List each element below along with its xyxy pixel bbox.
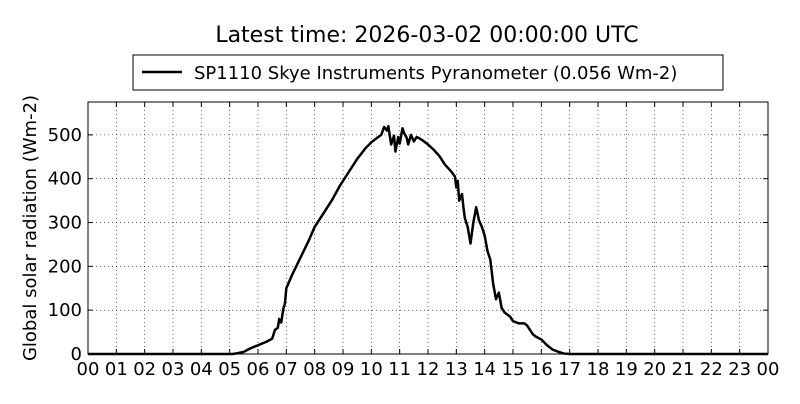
x-tick-label: 17 [558, 359, 581, 380]
x-tick-label: 01 [105, 359, 128, 380]
plot-area [87, 101, 769, 355]
legend-label: SP1110 Skye Instruments Pyranometer (0.0… [194, 63, 677, 84]
x-tick-label: 14 [473, 359, 496, 380]
y-tick-label: 400 [48, 169, 82, 190]
x-tick-label: 00 [77, 359, 100, 380]
y-tick-label: 300 [48, 213, 82, 234]
x-tick-label: 12 [417, 359, 440, 380]
x-tick-label: 11 [388, 359, 411, 380]
series-line-pyranometer [88, 124, 768, 356]
x-tick-label: 03 [162, 359, 185, 380]
x-tick-label: 09 [332, 359, 355, 380]
x-tick-label: 02 [133, 359, 156, 380]
y-tick-label: 0 [71, 344, 82, 365]
x-tick-label: 15 [502, 359, 525, 380]
x-tick-label: 10 [360, 359, 383, 380]
x-tick-label: 16 [530, 359, 553, 380]
x-tick-label: 08 [303, 359, 326, 380]
grid-lines [88, 102, 768, 354]
x-tick-label: 07 [275, 359, 298, 380]
x-tick-label: 04 [190, 359, 213, 380]
legend-box [132, 54, 724, 91]
y-axis-label: Global solar radiation (Wm-2) [20, 95, 41, 361]
y-tick-label: 500 [48, 125, 82, 146]
x-tick-label: 06 [247, 359, 270, 380]
x-tick-label: 18 [587, 359, 610, 380]
legend: SP1110 Skye Instruments Pyranometer (0.0… [132, 54, 724, 91]
y-tick-label: 200 [48, 256, 82, 277]
x-tick-label: 21 [672, 359, 695, 380]
x-tick-labels: 00 01 02 03 04 05 06 07 08 09 10 11 12 13 14 15 16 17 18 19… [77, 359, 780, 380]
x-tick-label: 19 [615, 359, 638, 380]
x-tick-label: 22 [700, 359, 723, 380]
axis-ticks [87, 102, 769, 355]
x-tick-label: 23 [728, 359, 751, 380]
y-tick-labels: 0 100 200 300 400 500 [48, 125, 82, 365]
x-tick-label: 05 [218, 359, 241, 380]
x-tick-label: 13 [445, 359, 468, 380]
chart-title: Latest time: 2026-03-02 00:00:00 UTC [215, 23, 638, 48]
x-tick-label: 20 [643, 359, 666, 380]
y-tick-label: 100 [48, 300, 82, 321]
x-tick-label: 00 [757, 359, 780, 380]
